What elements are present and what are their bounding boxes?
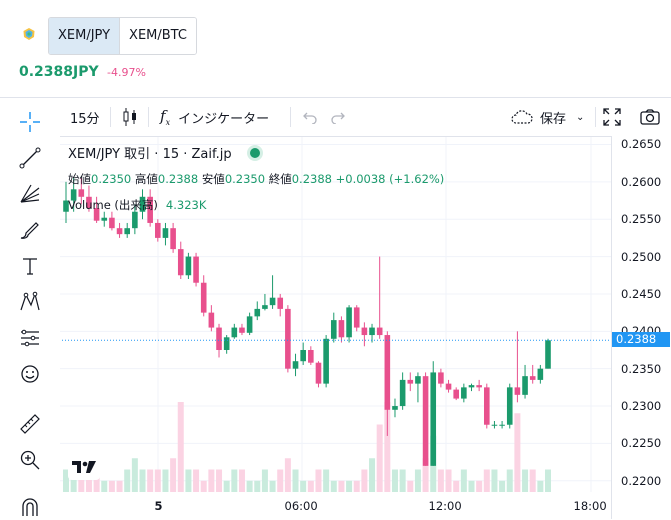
- open-value: 0.2350: [91, 172, 132, 186]
- tradingview-logo-icon: [72, 461, 96, 473]
- price-tick-label: 0.2450: [621, 286, 662, 301]
- price-tick-label: 0.2200: [621, 473, 662, 488]
- high-label: 高値: [134, 172, 158, 186]
- price-tick-label: 0.2250: [621, 436, 662, 451]
- time-tick-label: 06:00: [284, 499, 318, 513]
- fullscreen-icon: [603, 108, 621, 126]
- redo-icon: [331, 112, 345, 124]
- chart-legend: XEM/JPY 取引 · 15 · Zaif.jp: [68, 143, 260, 162]
- magnet-icon: [22, 498, 38, 516]
- price-tick-label: 0.2500: [621, 249, 662, 264]
- pattern-tool[interactable]: [16, 288, 44, 316]
- toolbar-divider: [148, 107, 149, 127]
- open-label: 始値: [68, 172, 91, 186]
- undo-button[interactable]: [302, 98, 318, 136]
- text-icon: [23, 258, 37, 275]
- magnet-tool[interactable]: [16, 492, 44, 520]
- volume-value: 4.323K: [165, 198, 207, 212]
- price-change: -4.97%: [107, 66, 146, 79]
- last-price-tag: 0.2388: [612, 332, 670, 348]
- market-status-dot: [249, 147, 260, 158]
- price-tick-label: 0.2350: [621, 361, 662, 376]
- low-label: 安値: [201, 172, 225, 186]
- screenshot-button[interactable]: [640, 98, 660, 136]
- price-tick-label: 0.2650: [621, 137, 662, 152]
- legend-title: XEM/JPY 取引 · 15 · Zaif.jp: [68, 147, 232, 162]
- crosshair-tool[interactable]: [16, 108, 44, 136]
- price-tick-label: 0.2300: [621, 399, 662, 414]
- volume-label: Volume (出来高): [68, 198, 158, 212]
- prediction-icon: [21, 329, 39, 347]
- brush-icon: [20, 222, 39, 239]
- redo-button[interactable]: [330, 98, 346, 136]
- toolbar-divider: [595, 107, 596, 127]
- camera-icon: [640, 109, 660, 125]
- volume-legend: Volume (出来高) 4.323K: [68, 197, 206, 213]
- gann-fib-tool[interactable]: [16, 180, 44, 208]
- toolbar-divider: [290, 107, 291, 127]
- crosshair-icon: [20, 112, 40, 132]
- close-label: 終値: [268, 172, 292, 186]
- chart-widget: [0, 97, 671, 519]
- zoom-tool[interactable]: [16, 446, 44, 474]
- undo-icon: [303, 112, 317, 124]
- fullscreen-button[interactable]: [603, 98, 621, 136]
- save-label: 保存: [540, 111, 567, 127]
- low-value: 0.2350: [224, 172, 266, 186]
- smiley-icon: [21, 365, 39, 383]
- indicators-button[interactable]: fx インジケーター: [160, 98, 269, 136]
- chart-toolbar: 15分 fx インジケーター 保存 ⌄: [60, 98, 671, 136]
- price-tick-label: 0.2600: [621, 174, 662, 189]
- brush-tool[interactable]: [16, 216, 44, 244]
- current-price: 0.2388JPY: [19, 64, 99, 80]
- price-tick-label: 0.2550: [621, 212, 662, 227]
- interval-label: 15分: [70, 111, 100, 127]
- chevron-down-icon: ⌄: [576, 111, 585, 123]
- candlestick-icon: [123, 108, 136, 126]
- close-value: 0.2388: [291, 172, 332, 186]
- pattern-icon: [20, 291, 40, 311]
- measure-tool[interactable]: [16, 410, 44, 438]
- time-tick-label: 12:00: [428, 499, 462, 513]
- zoom-in-icon: [20, 450, 40, 470]
- tradingview-logo[interactable]: [68, 454, 100, 480]
- high-value: 0.2388: [157, 172, 199, 186]
- function-icon: fx: [160, 107, 171, 127]
- pair-tabs: XEM/JPY XEM/BTC: [48, 17, 197, 55]
- xem-coin-icon: [23, 28, 35, 40]
- interval-button[interactable]: 15分: [70, 98, 100, 136]
- icon-tool[interactable]: [16, 360, 44, 388]
- ohlc-values: 始値0.2350 高値0.2388 安値0.2350 終値0.2388 +0.0…: [68, 171, 444, 187]
- ruler-icon: [20, 414, 40, 434]
- cloud-icon: [511, 110, 533, 124]
- tab-xem-btc[interactable]: XEM/BTC: [119, 18, 196, 54]
- time-tick-label: 18:00: [573, 499, 607, 513]
- trend-line-icon: [19, 147, 41, 169]
- trend-line-tool[interactable]: [16, 144, 44, 172]
- text-tool[interactable]: [16, 252, 44, 280]
- symbol-header: XEM/JPY XEM/BTC 0.2388JPY -4.97%: [0, 0, 671, 100]
- tab-xem-jpy[interactable]: XEM/JPY: [49, 18, 120, 54]
- fib-fan-icon: [20, 184, 40, 203]
- candle-style-button[interactable]: [122, 98, 138, 136]
- save-button[interactable]: 保存 ⌄: [510, 98, 584, 136]
- indicators-label: インジケーター: [178, 111, 270, 127]
- drawing-toolbar: [0, 98, 60, 518]
- chart-pane[interactable]: [60, 136, 612, 519]
- time-tick-label: 5: [154, 499, 163, 513]
- change-value: +0.0038 (+1.62%): [335, 172, 445, 186]
- prediction-tool[interactable]: [16, 324, 44, 352]
- toolbar-divider: [110, 107, 111, 127]
